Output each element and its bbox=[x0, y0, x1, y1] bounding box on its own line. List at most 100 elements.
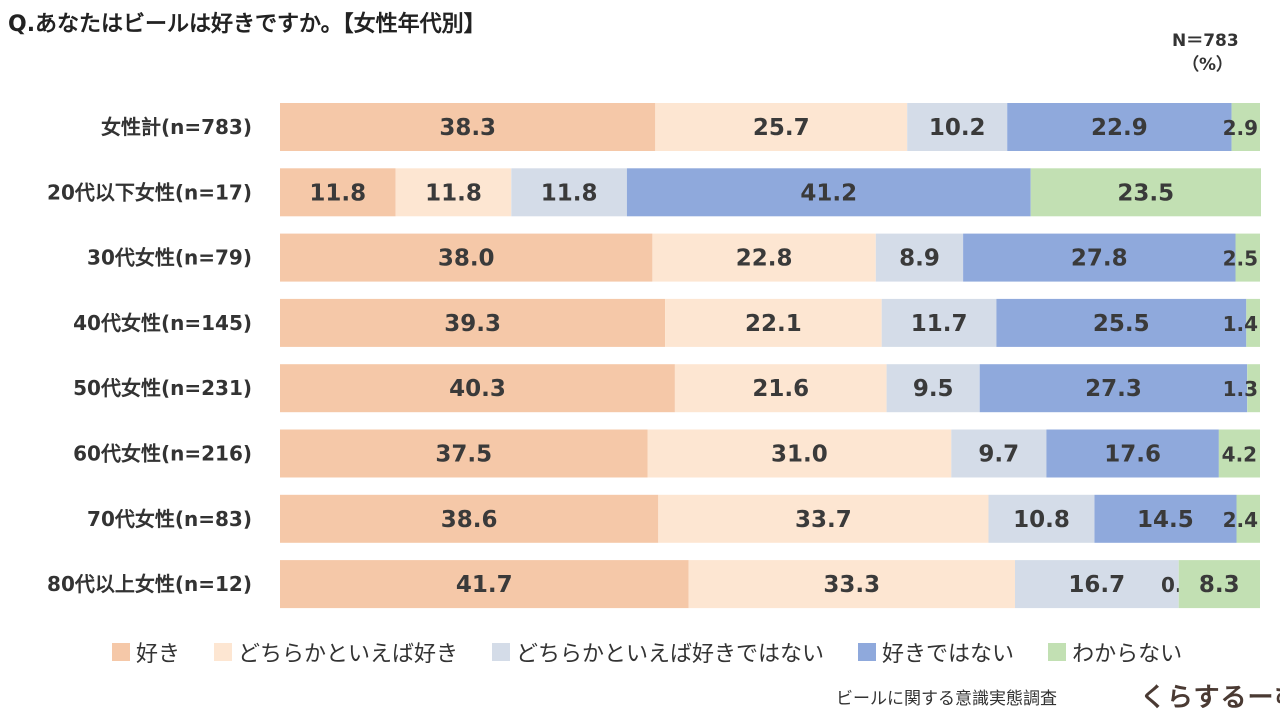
bar-segment bbox=[280, 429, 648, 478]
data-label: 16.7 bbox=[1068, 572, 1125, 598]
bar-segment bbox=[1235, 233, 1260, 282]
bar-segment bbox=[1015, 560, 1179, 609]
data-label: 11.8 bbox=[309, 180, 366, 206]
bar-segment bbox=[280, 494, 659, 543]
bar-segment bbox=[280, 364, 675, 413]
bar-segment bbox=[658, 494, 989, 543]
legend-swatch bbox=[858, 643, 877, 661]
bar-segment bbox=[626, 168, 1031, 217]
bar-segment bbox=[907, 103, 1008, 151]
data-label: 22.1 bbox=[745, 311, 802, 337]
bar-segment bbox=[280, 233, 653, 282]
bar-segment bbox=[511, 168, 627, 217]
data-label: 14.5 bbox=[1137, 507, 1194, 533]
legend-label: 好きではない bbox=[882, 642, 1015, 667]
legend-item: 好き bbox=[112, 636, 180, 668]
bar-segment bbox=[988, 494, 1095, 543]
category-label: 40代女性(n=145) bbox=[73, 311, 252, 335]
bar-segment bbox=[1231, 103, 1260, 151]
legend-label: わからない bbox=[1072, 642, 1183, 667]
data-label: 22.9 bbox=[1091, 115, 1148, 141]
bar-segment bbox=[280, 298, 666, 347]
data-label: 2.4 bbox=[1223, 508, 1258, 532]
sample-size-label: N＝783 bbox=[1172, 31, 1239, 51]
legend-label: どちらかといえば好きではない bbox=[516, 642, 825, 667]
bar-segment bbox=[1247, 364, 1260, 413]
legend-swatch bbox=[214, 643, 233, 661]
chart-title: Q.あなたはビールは好きですか。【女性年代別】 bbox=[8, 12, 486, 37]
bar-segment bbox=[652, 233, 876, 282]
data-label: 23.5 bbox=[1117, 180, 1174, 206]
legend-swatch bbox=[112, 643, 130, 661]
legend-item: わからない bbox=[1048, 636, 1182, 668]
data-label: 25.5 bbox=[1093, 311, 1150, 337]
data-label: 40.3 bbox=[449, 376, 506, 402]
category-label: 女性計(n=783) bbox=[101, 115, 252, 139]
data-label: 27.3 bbox=[1085, 376, 1142, 402]
bar-segment bbox=[1046, 429, 1219, 478]
bar-segment bbox=[1030, 168, 1261, 217]
bar-segment bbox=[280, 560, 689, 609]
data-label: 33.7 bbox=[795, 507, 852, 533]
category-label: 30代女性(n=79) bbox=[87, 246, 252, 270]
category-label: 70代女性(n=83) bbox=[87, 507, 252, 531]
data-label: 11.8 bbox=[425, 180, 482, 206]
legend-item: どちらかといえば好き bbox=[214, 636, 458, 668]
bar-segment bbox=[674, 364, 887, 413]
data-label: 41.2 bbox=[800, 180, 857, 206]
data-label: 11.7 bbox=[911, 311, 968, 337]
data-label: 27.8 bbox=[1071, 246, 1128, 272]
chart-legend: 好き どちらかといえば好き どちらかといえば好きではない 好きではない わからない bbox=[112, 636, 1216, 668]
bar-segment bbox=[1246, 298, 1260, 347]
category-label: 80代以上女性(n=12) bbox=[47, 572, 252, 596]
bar-segment bbox=[688, 560, 1015, 609]
category-label: 20代以下女性(n=17) bbox=[47, 180, 252, 204]
data-label: 10.2 bbox=[929, 115, 986, 141]
bar-segment bbox=[1178, 560, 1260, 609]
bar-segment bbox=[881, 298, 997, 347]
bar-segment bbox=[979, 364, 1248, 413]
bar-segment bbox=[1218, 429, 1260, 478]
data-label: 8.9 bbox=[899, 246, 940, 272]
unit-label: （%） bbox=[1182, 55, 1234, 75]
data-label: 11.8 bbox=[541, 180, 598, 206]
bar-segment bbox=[951, 429, 1047, 478]
data-label: 1.3 bbox=[1223, 377, 1258, 401]
data-label: 22.8 bbox=[736, 246, 793, 272]
legend-label: どちらかといえば好き bbox=[238, 642, 459, 667]
data-label: 9.7 bbox=[978, 442, 1019, 468]
bar-segment bbox=[647, 429, 952, 478]
bar-segment bbox=[1094, 494, 1237, 543]
category-label: 50代女性(n=231) bbox=[73, 376, 252, 400]
data-label: 31.0 bbox=[771, 442, 828, 468]
data-label: 10.8 bbox=[1013, 507, 1070, 533]
data-label: 4.2 bbox=[1222, 443, 1257, 467]
category-label: 60代女性(n=216) bbox=[73, 442, 252, 466]
data-label: 41.7 bbox=[456, 572, 513, 598]
bar-segment bbox=[280, 103, 656, 151]
legend-label: 好き bbox=[136, 642, 181, 667]
bar-segment bbox=[395, 168, 512, 217]
bar-segment bbox=[996, 298, 1247, 347]
bar-segment bbox=[655, 103, 908, 151]
bar-segment bbox=[886, 364, 980, 413]
data-label: 2.5 bbox=[1223, 247, 1258, 271]
legend-swatch bbox=[492, 643, 511, 661]
data-label: 39.3 bbox=[444, 311, 501, 337]
data-label: 38.3 bbox=[439, 115, 496, 141]
source-note: ビールに関する意識実態調査 bbox=[836, 689, 1057, 709]
bar-segment bbox=[280, 168, 396, 217]
data-label: 1.4 bbox=[1223, 312, 1258, 336]
data-label: 38.0 bbox=[438, 246, 495, 272]
data-label: 8.3 bbox=[1199, 572, 1240, 598]
data-label: 2.9 bbox=[1223, 116, 1258, 140]
data-label: 25.7 bbox=[753, 115, 810, 141]
data-label: 21.6 bbox=[752, 376, 809, 402]
bar-segment bbox=[1236, 494, 1260, 543]
data-label: 38.6 bbox=[441, 507, 498, 533]
data-label: 9.5 bbox=[913, 376, 954, 402]
data-label: 37.5 bbox=[435, 442, 492, 468]
legend-item: どちらかといえば好きではない bbox=[492, 636, 824, 668]
bar-segment bbox=[1007, 103, 1232, 151]
stacked-bar-chart: 女性計(n=783) 38.3 25.7 10.2 22.9 2.9 20代以下女性(n=1… bbox=[47, 103, 1261, 609]
